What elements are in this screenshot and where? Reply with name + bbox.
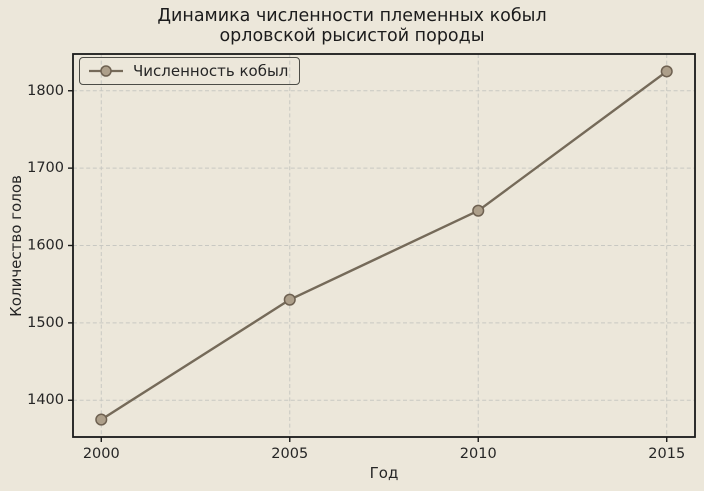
tick-label-x-2015: 2015 [648, 446, 685, 462]
tick-label-y-1500: 1500 [27, 315, 64, 331]
chart-title: Динамика численности племенных кобыл орл… [0, 6, 704, 46]
tick-label-x-2010: 2010 [460, 446, 497, 462]
tick-label-y-1700: 1700 [27, 160, 64, 176]
y-axis-label: Количество голов [7, 175, 25, 317]
chart-title-line1: Динамика численности племенных кобыл [157, 6, 547, 26]
tick-label-y-1400: 1400 [27, 392, 64, 408]
tick-label-x-2005: 2005 [271, 446, 308, 462]
tick-label-y-1800: 1800 [27, 83, 64, 99]
data-point-2005 [283, 293, 296, 306]
legend: Численность кобыл [79, 57, 301, 85]
chart-title-line2: орловской рысистой породы [219, 26, 485, 46]
data-point-2010 [472, 204, 485, 217]
legend-line-marker-icon [89, 65, 123, 77]
data-point-2000 [95, 413, 108, 426]
series-line [100, 70, 668, 421]
data-point-2015 [660, 65, 673, 78]
tick-label-x-2000: 2000 [83, 446, 120, 462]
tick-label-y-1600: 1600 [27, 238, 64, 254]
legend-label: Численность кобыл [133, 62, 289, 80]
x-axis-label: Год [369, 464, 399, 482]
